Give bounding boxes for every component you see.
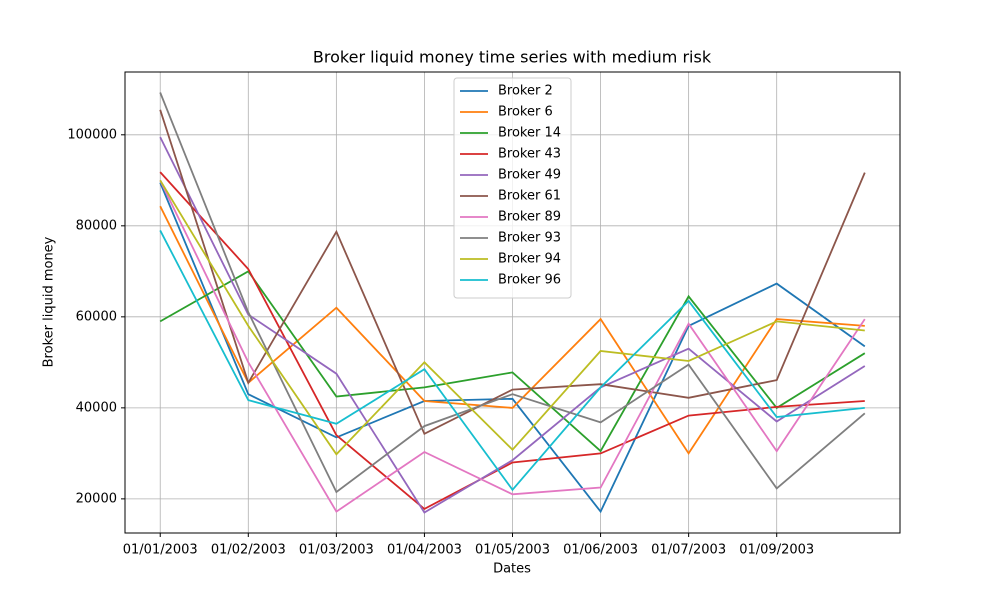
x-tick-label: 01/05/2003: [475, 543, 550, 558]
legend-label: Broker 93: [498, 231, 561, 246]
x-tick-label: 01/02/2003: [211, 543, 286, 558]
line-series: [159, 179, 866, 513]
line-series: [159, 270, 866, 453]
line-series: [159, 136, 866, 514]
y-tick-label: 100000: [67, 127, 117, 142]
line-series: [159, 229, 865, 492]
legend: Broker 2 Broker 6 Broker 14 Broker 43 Broker…: [453, 77, 572, 299]
y-tick-label: 60000: [76, 309, 117, 324]
y-tick-label: 80000: [76, 218, 117, 233]
x-tick-label: 01/06/2003: [563, 543, 638, 558]
legend-label: Broker 89: [498, 210, 561, 225]
x-tick-label: 01/01/2003: [123, 543, 198, 558]
line-series: [159, 179, 865, 456]
y-tick-label: 40000: [76, 400, 117, 415]
x-tick-label: 01/07/2003: [651, 543, 726, 558]
legend-label: Broker 14: [498, 126, 561, 141]
legend-label: Broker 94: [498, 252, 561, 267]
legend-label: Broker 49: [498, 168, 561, 183]
y-axis-label: Broker liquid money: [42, 236, 57, 367]
chart-title: Broker liquid money time series with med…: [313, 48, 712, 67]
legend-label: Broker 96: [498, 273, 561, 288]
legend-label: Broker 43: [498, 147, 561, 162]
line-series: [159, 92, 866, 494]
legend-label: Broker 6: [498, 105, 553, 120]
plot-frame: [124, 71, 901, 534]
x-tick-label: 01/09/2003: [739, 543, 814, 558]
x-axis-label: Dates: [493, 562, 531, 577]
line-series: [159, 205, 865, 456]
x-tick-label: 01/04/2003: [387, 543, 462, 558]
x-tick-label: 01/03/2003: [299, 543, 374, 558]
y-tick-label: 20000: [76, 491, 117, 506]
line-series: [159, 109, 866, 436]
legend-label: Broker 2: [498, 84, 553, 99]
legend-label: Broker 61: [498, 189, 561, 204]
